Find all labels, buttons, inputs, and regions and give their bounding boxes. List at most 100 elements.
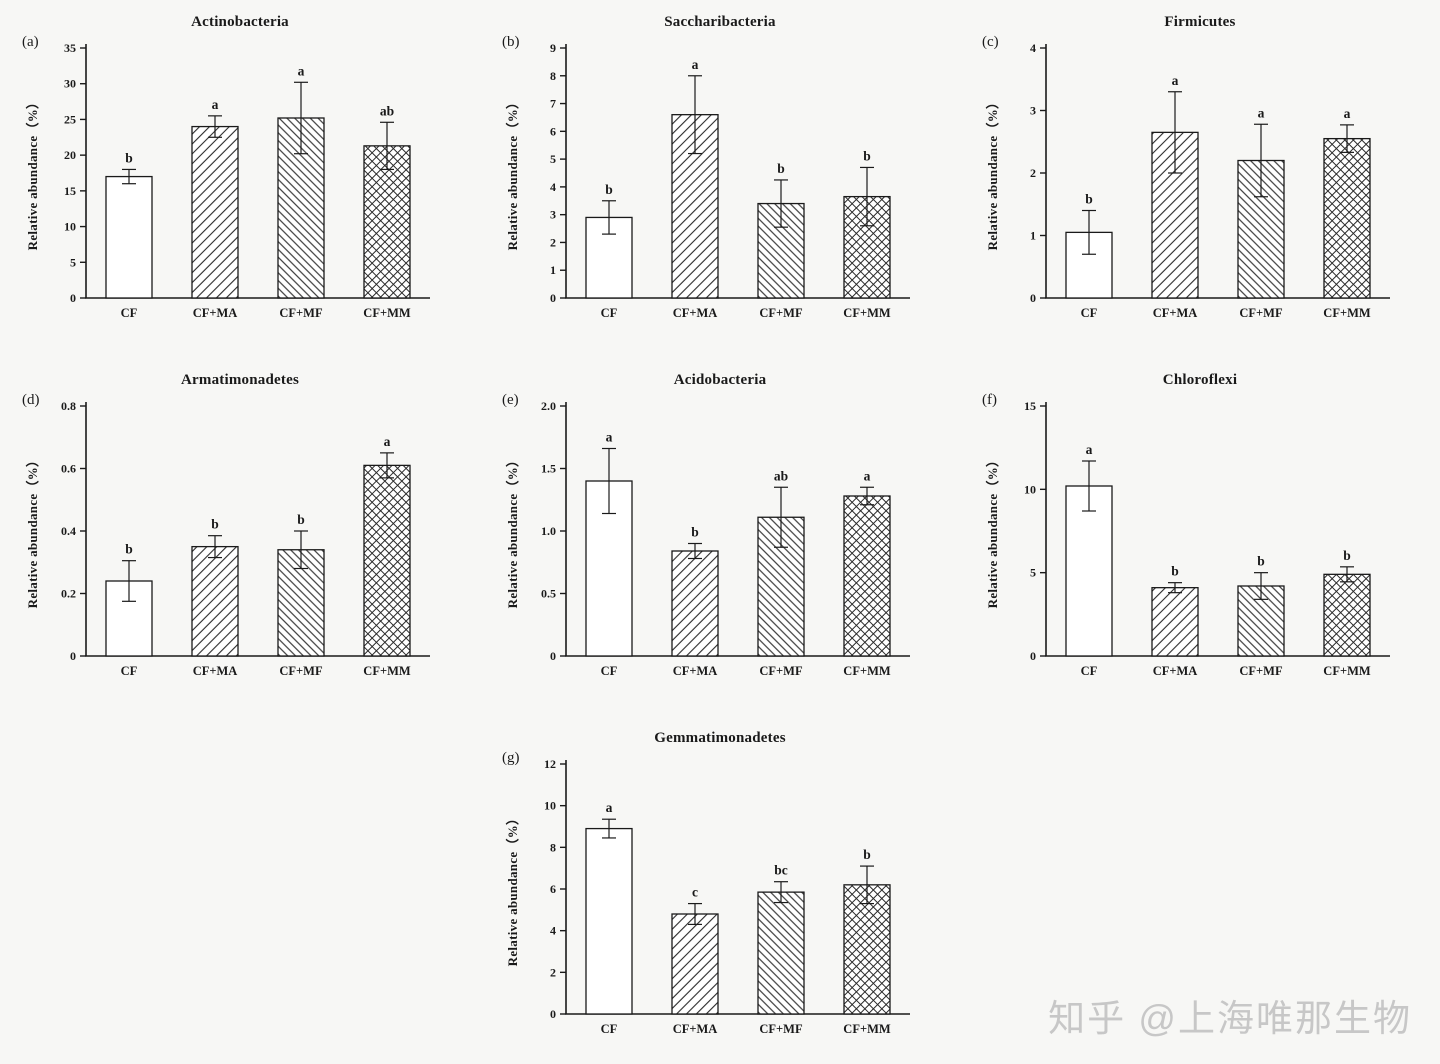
svg-text:Relative abundance（%）: Relative abundance（%） <box>985 454 1000 609</box>
bar-chart-saccharibacteria: 0 1 2 3 4 5 6 7 8 9 Relative abundance（%） b CF a CF+MA… <box>505 41 910 320</box>
svg-text:b: b <box>125 542 133 557</box>
svg-text:2: 2 <box>550 965 556 979</box>
svg-text:a: a <box>384 434 391 449</box>
svg-text:0: 0 <box>550 1007 556 1021</box>
bar-chart-firmicutes: 0 1 2 3 4 Relative abundance（%） b CF a CF+MA a CF+M… <box>985 41 1390 320</box>
svg-text:CF+MF: CF+MF <box>759 1022 803 1036</box>
svg-text:b: b <box>863 847 871 862</box>
svg-text:b: b <box>1171 564 1179 579</box>
svg-text:c: c <box>692 885 698 900</box>
svg-text:CF+MA: CF+MA <box>193 306 238 320</box>
svg-text:Relative abundance（%）: Relative abundance（%） <box>505 96 520 251</box>
svg-text:4: 4 <box>550 180 556 194</box>
svg-text:2: 2 <box>550 235 556 249</box>
svg-text:a: a <box>692 57 699 72</box>
svg-text:5: 5 <box>550 152 556 166</box>
svg-text:CF+MA: CF+MA <box>673 306 718 320</box>
svg-text:a: a <box>212 97 219 112</box>
svg-text:3: 3 <box>550 208 556 222</box>
svg-text:CF+MM: CF+MM <box>363 306 411 320</box>
svg-text:10: 10 <box>1024 482 1036 496</box>
svg-text:0: 0 <box>550 291 556 305</box>
svg-text:0.8: 0.8 <box>61 399 76 413</box>
svg-text:5: 5 <box>70 255 76 269</box>
svg-text:10: 10 <box>64 220 76 234</box>
svg-text:CF: CF <box>1081 664 1098 678</box>
svg-text:0.2: 0.2 <box>61 587 76 601</box>
chart-title: Firmicutes <box>1164 14 1236 30</box>
svg-text:7: 7 <box>550 97 556 111</box>
svg-text:CF: CF <box>601 664 618 678</box>
panel-letter: (d) <box>22 392 40 408</box>
svg-text:0: 0 <box>1030 291 1036 305</box>
svg-text:30: 30 <box>64 77 76 91</box>
svg-text:b: b <box>691 525 699 540</box>
svg-text:0.6: 0.6 <box>61 462 76 476</box>
svg-text:20: 20 <box>64 148 76 162</box>
panel-letter: (c) <box>982 34 999 50</box>
svg-text:Relative abundance（%）: Relative abundance（%） <box>25 96 40 251</box>
svg-text:CF+MA: CF+MA <box>1153 664 1198 678</box>
svg-text:b: b <box>125 150 133 165</box>
svg-text:0: 0 <box>1030 649 1036 663</box>
svg-text:Relative abundance（%）: Relative abundance（%） <box>505 454 520 609</box>
svg-text:CF: CF <box>121 664 138 678</box>
svg-text:25: 25 <box>64 112 76 126</box>
svg-text:ab: ab <box>380 103 394 118</box>
panel-saccharibacteria: Saccharibacteria (b) 0 1 2 3 4 5 6 7 8 9 Relative … <box>480 0 960 358</box>
svg-text:3: 3 <box>1030 104 1036 118</box>
bar-chart-gemmatimonadetes: 0 2 4 6 8 10 12 Relative abundance（%） a CF c CF+MA b… <box>505 757 910 1036</box>
svg-text:CF+MM: CF+MM <box>843 1022 891 1036</box>
svg-text:CF: CF <box>601 1022 618 1036</box>
svg-text:15: 15 <box>64 184 76 198</box>
svg-text:CF+MF: CF+MF <box>1239 664 1283 678</box>
svg-text:b: b <box>1085 192 1093 207</box>
svg-text:bc: bc <box>774 863 788 878</box>
svg-text:Relative abundance（%）: Relative abundance（%） <box>505 812 520 967</box>
svg-text:Relative abundance（%）: Relative abundance（%） <box>985 96 1000 251</box>
panel-letter: (b) <box>502 34 520 50</box>
chart-title: Acidobacteria <box>673 372 767 388</box>
chart-title: Saccharibacteria <box>664 14 776 30</box>
svg-text:a: a <box>298 63 305 78</box>
svg-text:CF+MM: CF+MM <box>363 664 411 678</box>
panel-firmicutes: Firmicutes (c) 0 1 2 3 4 Relative abundance（%… <box>960 0 1440 358</box>
svg-text:b: b <box>863 148 871 163</box>
svg-text:0: 0 <box>550 649 556 663</box>
svg-text:4: 4 <box>550 924 556 938</box>
svg-text:CF+MM: CF+MM <box>1323 306 1371 320</box>
svg-text:CF+MM: CF+MM <box>843 664 891 678</box>
svg-text:b: b <box>777 161 785 176</box>
svg-text:0.4: 0.4 <box>61 524 76 538</box>
svg-text:a: a <box>1344 106 1351 121</box>
svg-text:1: 1 <box>550 263 556 277</box>
panel-letter: (e) <box>502 392 519 408</box>
svg-text:1.0: 1.0 <box>541 524 556 538</box>
svg-text:CF+MA: CF+MA <box>1153 306 1198 320</box>
svg-text:9: 9 <box>550 41 556 55</box>
svg-text:6: 6 <box>550 882 556 896</box>
svg-text:CF+MM: CF+MM <box>1323 664 1371 678</box>
svg-text:a: a <box>606 800 613 815</box>
panel-acidobacteria: Acidobacteria (e) 0 0.5 1.0 1.5 2.0 Relative … <box>480 358 960 716</box>
svg-text:15: 15 <box>1024 399 1036 413</box>
svg-text:8: 8 <box>550 840 556 854</box>
svg-text:2.0: 2.0 <box>541 399 556 413</box>
svg-text:6: 6 <box>550 124 556 138</box>
svg-text:CF+MF: CF+MF <box>279 664 323 678</box>
svg-text:a: a <box>1086 442 1093 457</box>
svg-text:a: a <box>1172 73 1179 88</box>
svg-text:35: 35 <box>64 41 76 55</box>
svg-text:CF+MF: CF+MF <box>279 306 323 320</box>
svg-text:a: a <box>864 468 871 483</box>
svg-text:12: 12 <box>544 757 556 771</box>
svg-text:b: b <box>605 182 613 197</box>
svg-text:1.5: 1.5 <box>541 462 556 476</box>
bar-chart-actinobacteria: 0 5 10 15 20 25 30 35 Relative abundance（%） b CF a C… <box>25 41 430 320</box>
svg-text:8: 8 <box>550 69 556 83</box>
panel-letter: (f) <box>982 392 997 408</box>
svg-text:2: 2 <box>1030 166 1036 180</box>
panel-actinobacteria: Actinobacteria (a) 0 5 10 15 20 25 30 35 Relativ… <box>0 0 480 358</box>
